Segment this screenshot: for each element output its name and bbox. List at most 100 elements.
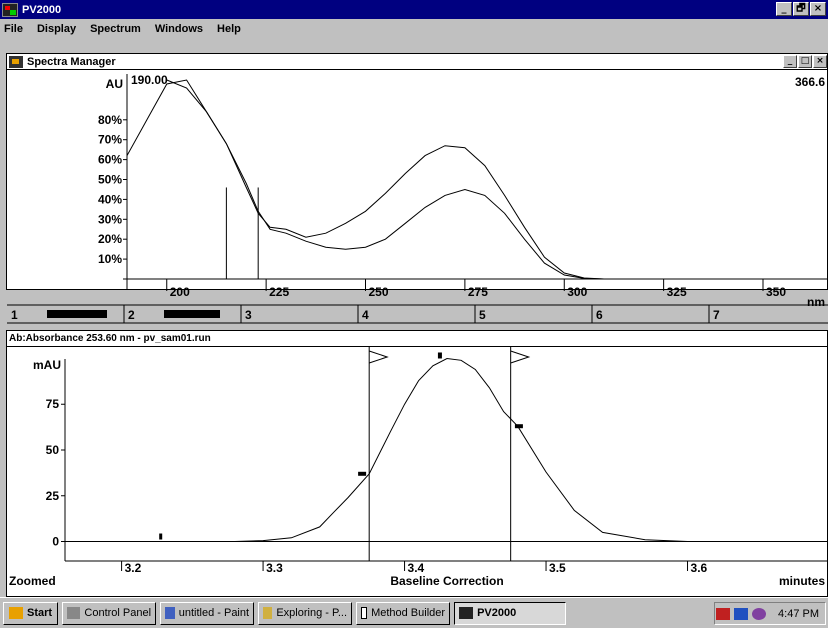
baseline-correction-label: Baseline Correction [390, 574, 503, 588]
paint-icon [165, 607, 175, 619]
bin-selection-bar [164, 310, 220, 318]
y-tick-label: 20% [98, 232, 122, 246]
spectra-window-controls: _ □ × [783, 55, 827, 68]
task-label: PV2000 [477, 607, 517, 619]
y-tick-label: 70% [98, 133, 122, 147]
spectra-manager-icon [9, 55, 23, 68]
close-button[interactable]: × [810, 2, 826, 16]
bin-selection-bar [47, 310, 107, 318]
volume-icon[interactable] [752, 607, 767, 620]
clock: 4:47 PM [778, 607, 819, 620]
chromatogram-header: Ab:Absorbance 253.60 nm - pv_sam01.run [7, 331, 827, 347]
x-tick-label: 225 [269, 285, 289, 299]
end-wavelength-label: 366.6 [795, 75, 825, 89]
menu-file-label: File [4, 23, 23, 35]
spectra-minimize-button[interactable]: _ [783, 55, 797, 68]
y-tick-label: 30% [98, 212, 122, 226]
peak-apex-marker [437, 352, 442, 359]
spectrum-series-line-2 [166, 79, 684, 280]
y-tick-label: 0 [52, 535, 59, 549]
peak-start-marker [159, 533, 163, 540]
task-label: Method Builder [371, 607, 446, 619]
app-title-bar[interactable]: PV2000 _ 🗗 × [0, 0, 828, 19]
pv2000-app-icon[interactable] [2, 2, 18, 17]
x-tick-label: 275 [468, 285, 488, 299]
control-panel-icon [67, 607, 81, 619]
chromatogram-title: Ab:Absorbance 253.60 nm - pv_sam01.run [9, 333, 211, 344]
system-tray: 4:47 PM [714, 602, 826, 625]
window-controls: _ 🗗 × [776, 2, 826, 16]
start-label: Start [27, 607, 53, 619]
x-tick-label: 3.4 [408, 561, 425, 575]
task-label: Exploring - P... [276, 607, 348, 619]
menu-help-label: Help [217, 23, 241, 35]
spectra-maximize-button[interactable]: □ [798, 55, 812, 68]
y-tick-label: 60% [98, 153, 122, 167]
integration-flag-marker [369, 350, 389, 364]
spectra-manager-title: Spectra Manager [27, 55, 116, 68]
y-tick-label: 75 [46, 397, 60, 411]
x-tick-label: 3.3 [266, 561, 283, 575]
y-tick-label: 80% [98, 113, 122, 127]
taskbar: Start Control Panel untitled - Paint Exp… [0, 597, 828, 628]
x-tick-label: 250 [369, 285, 389, 299]
zoom-mode-label: Zoomed [9, 574, 56, 588]
integration-flag-marker [510, 350, 531, 364]
windows-logo-icon [9, 607, 23, 619]
x-tick-label: 3.6 [691, 561, 708, 575]
x-tick-label: 3.5 [549, 561, 566, 575]
bin-label: 7 [713, 308, 720, 322]
restore-button[interactable]: 🗗 [793, 2, 809, 16]
spectra-manager-title-bar[interactable]: Spectra Manager _ □ × [7, 54, 827, 70]
bin-label: 3 [245, 308, 252, 322]
start-button[interactable]: Start [3, 601, 59, 625]
menu-help[interactable]: Help [217, 23, 241, 35]
y-tick-label: 50% [98, 173, 122, 187]
spectra-plot[interactable]: AU 190.00 366.6 nm 80% 70% 60% 50% 40% 30% 20% 10% 2… [7, 70, 828, 340]
bin-label: 1 [11, 308, 18, 322]
menu-file[interactable]: File [4, 23, 23, 35]
task-control-panel[interactable]: Control Panel [62, 601, 157, 625]
bin-label: 6 [596, 308, 603, 322]
bin-label: 4 [362, 308, 369, 322]
menu-spectrum[interactable]: Spectrum [90, 23, 141, 35]
bin-label: 5 [479, 308, 486, 322]
y-tick-label: 25 [46, 489, 60, 503]
menu-display[interactable]: Display [37, 23, 76, 35]
chromatogram-series-line [65, 357, 773, 542]
chromatogram-plot[interactable]: mAU75502503.23.33.43.53.63.7ZoomedBaseli… [7, 347, 828, 597]
minimize-button[interactable]: _ [776, 2, 792, 16]
network-icon[interactable] [734, 607, 749, 620]
pv2000-task-icon [459, 607, 474, 619]
x-unit-label: minutes [779, 574, 825, 588]
y-unit-label: AU [106, 77, 123, 91]
x-tick-label: 300 [567, 285, 587, 299]
chromatogram-window[interactable]: Ab:Absorbance 253.60 nm - pv_sam01.run m… [6, 330, 828, 597]
spectra-manager-window[interactable]: Spectra Manager _ □ × AU 190.00 366.6 nm 80%… [6, 53, 828, 324]
y-tick-label: 50 [46, 443, 60, 457]
start-wavelength-label: 190.00 [131, 73, 168, 87]
y-unit-label: mAU [33, 358, 61, 372]
task-pv2000[interactable]: PV2000 [454, 601, 567, 625]
x-tick-label: 350 [766, 285, 786, 299]
x-tick-label: 200 [170, 285, 190, 299]
menu-display-label: Display [36, 23, 77, 35]
spectrum-series-line-1 [126, 79, 684, 280]
x-tick-label: 325 [667, 285, 687, 299]
spectra-close-button[interactable]: × [813, 55, 827, 68]
task-method-builder[interactable]: Method Builder [356, 601, 451, 625]
task-paint[interactable]: untitled - Paint [160, 601, 255, 625]
y-tick-label: 40% [98, 192, 122, 206]
x-unit-label: nm [807, 295, 825, 309]
menu-windows[interactable]: Windows [155, 23, 203, 35]
task-explorer[interactable]: Exploring - P... [258, 601, 353, 625]
bin-label: 2 [128, 308, 135, 322]
menu-bar: File Display Spectrum Windows Help [0, 19, 828, 39]
y-tick-label: 10% [98, 252, 122, 266]
peak-left-marker [358, 471, 367, 476]
method-builder-icon [361, 607, 368, 619]
explorer-icon [263, 607, 273, 619]
antivirus-icon[interactable] [716, 607, 731, 620]
task-label: Control Panel [84, 607, 152, 619]
menu-windows-label: Windows [154, 23, 204, 35]
